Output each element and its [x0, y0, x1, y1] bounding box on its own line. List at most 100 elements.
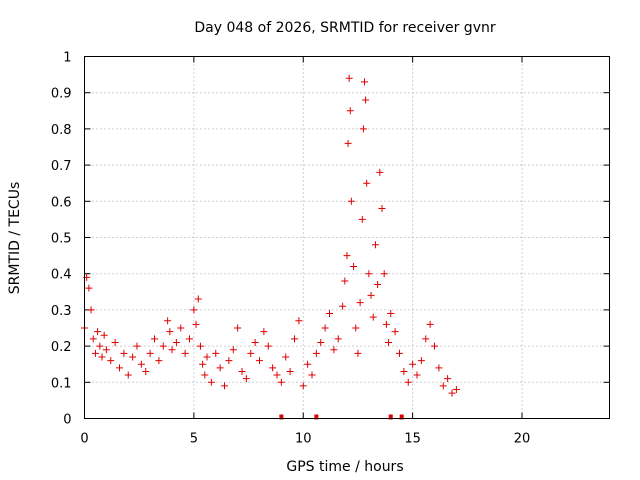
baseline-marker — [314, 414, 319, 420]
data-point — [221, 382, 228, 390]
data-point — [444, 375, 452, 383]
x-axis-label: GPS time / hours — [286, 459, 403, 475]
data-point — [299, 382, 307, 390]
data-point — [452, 386, 460, 394]
data-point — [341, 277, 349, 285]
data-point — [380, 270, 388, 278]
data-point — [347, 197, 355, 205]
y-tick-label: 0.3 — [51, 304, 72, 319]
y-tick-label: 0.6 — [51, 195, 72, 210]
y-tick-label: 1 — [63, 51, 71, 66]
data-point — [194, 295, 202, 303]
data-point — [413, 371, 421, 379]
data-point — [334, 335, 342, 343]
data-point — [264, 342, 272, 350]
data-point — [326, 310, 333, 318]
data-point — [409, 360, 417, 368]
baseline-marker — [388, 414, 393, 420]
y-tick-label: 0.8 — [51, 123, 72, 138]
y-tick-label: 0.7 — [51, 159, 72, 174]
data-point — [352, 324, 360, 332]
data-point — [116, 364, 123, 372]
data-point — [151, 335, 158, 343]
data-point — [350, 262, 358, 270]
data-point — [124, 371, 132, 379]
data-point — [308, 371, 316, 379]
data-point — [186, 335, 193, 343]
data-point — [94, 328, 102, 336]
data-point — [400, 367, 408, 375]
data-point — [361, 78, 368, 86]
data-point — [159, 342, 167, 350]
data-point — [216, 364, 224, 372]
y-tick-label: 0.9 — [51, 87, 72, 102]
data-point — [166, 328, 174, 336]
data-point — [426, 320, 434, 328]
data-point — [242, 375, 250, 383]
data-point — [192, 320, 200, 328]
data-point — [378, 205, 386, 213]
data-point — [277, 378, 285, 386]
data-point — [142, 367, 150, 375]
data-point — [356, 299, 364, 307]
data-point — [87, 306, 95, 314]
y-tick-label: 0 — [63, 413, 71, 428]
data-point — [177, 324, 185, 332]
data-point — [129, 353, 137, 361]
axis-ticks: 00.10.20.30.40.50.60.70.80.910 5 10 15 20 — [51, 51, 610, 447]
data-point — [146, 349, 154, 357]
data-point — [365, 270, 373, 278]
data-point — [295, 317, 303, 325]
data-point — [345, 74, 353, 82]
data-point — [391, 328, 399, 336]
data-point — [196, 342, 204, 350]
data-point — [363, 179, 371, 187]
baseline-marker — [399, 414, 404, 420]
data-point — [201, 371, 209, 379]
data-point — [133, 342, 141, 350]
data-point — [376, 168, 384, 176]
data-point — [225, 357, 233, 365]
data-point — [111, 338, 119, 346]
data-point — [417, 357, 425, 365]
data-point — [247, 349, 255, 357]
data-point — [98, 353, 106, 361]
data-point — [203, 353, 211, 361]
data-point — [371, 241, 379, 249]
data-point — [107, 357, 115, 365]
data-point — [212, 349, 220, 357]
data-point — [317, 338, 325, 346]
x-tick-label: 0 — [80, 432, 88, 447]
x-tick-label: 15 — [404, 432, 421, 447]
data-point — [312, 349, 320, 357]
data-point — [385, 338, 393, 346]
data-point — [168, 346, 176, 354]
data-point — [164, 317, 172, 325]
data-point — [354, 349, 362, 357]
data-point — [291, 335, 298, 343]
data-point — [362, 96, 370, 104]
data-point — [404, 378, 412, 386]
data-point — [304, 360, 312, 368]
y-axis-label: SRMTID / TECUs — [7, 182, 23, 295]
data-point — [369, 313, 377, 321]
data-point — [330, 346, 338, 354]
data-point — [96, 342, 104, 350]
data-point — [190, 306, 198, 314]
data-point — [102, 346, 110, 354]
data-point — [346, 107, 354, 115]
data-point — [251, 338, 259, 346]
y-tick-label: 0.1 — [51, 376, 72, 391]
chart-title: Day 048 of 2026, SRMTID for receiver gvn… — [194, 20, 495, 36]
data-point — [374, 281, 382, 289]
data-point — [343, 252, 351, 260]
data-point — [256, 357, 263, 365]
data-point — [91, 349, 99, 357]
data-point — [439, 382, 447, 390]
data-point — [155, 357, 163, 365]
data-point — [269, 364, 277, 372]
data-point — [260, 328, 268, 336]
data-point — [120, 349, 128, 357]
data-point — [396, 349, 403, 357]
